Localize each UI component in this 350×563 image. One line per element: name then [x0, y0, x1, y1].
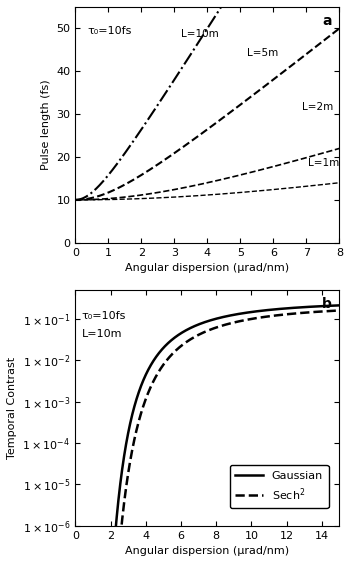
Text: L=5m: L=5m — [247, 48, 278, 59]
Sech$^2$ — [236, 318, 240, 325]
Y-axis label: Pulse length (fs): Pulse length (fs) — [41, 79, 51, 170]
Text: τ₀=10fs: τ₀=10fs — [82, 311, 126, 321]
Sech$^2$ — [315, 309, 320, 315]
X-axis label: Angular dispersion (μrad/nm): Angular dispersion (μrad/nm) — [125, 546, 289, 556]
Line: Gaussian: Gaussian — [115, 305, 340, 538]
Gaussian — [268, 306, 272, 313]
Y-axis label: Temporal Contrast: Temporal Contrast — [7, 357, 17, 459]
Gaussian — [307, 303, 311, 310]
Text: L=10m: L=10m — [181, 29, 219, 39]
Text: L=2m: L=2m — [302, 102, 333, 112]
Sech$^2$ — [269, 312, 273, 319]
Legend: Gaussian, Sech$^2$: Gaussian, Sech$^2$ — [230, 465, 329, 508]
Gaussian — [297, 304, 301, 311]
Text: L=10m: L=10m — [82, 329, 122, 339]
Gaussian — [337, 302, 342, 309]
Text: τ₀=10fs: τ₀=10fs — [87, 26, 131, 36]
Sech$^2$ — [148, 385, 152, 392]
X-axis label: Angular dispersion (μrad/nm): Angular dispersion (μrad/nm) — [125, 263, 289, 273]
Line: Sech$^2$: Sech$^2$ — [120, 310, 340, 538]
Gaussian — [119, 473, 123, 480]
Gaussian — [140, 381, 144, 388]
Gaussian — [113, 534, 117, 541]
Gaussian — [244, 310, 248, 316]
Text: b: b — [322, 297, 331, 311]
Sech$^2$ — [118, 534, 122, 541]
Sech$^2$ — [253, 315, 257, 321]
Text: L=1m: L=1m — [308, 158, 340, 168]
Sech$^2$ — [153, 374, 157, 381]
Sech$^2$ — [337, 307, 342, 314]
Text: a: a — [322, 14, 331, 28]
